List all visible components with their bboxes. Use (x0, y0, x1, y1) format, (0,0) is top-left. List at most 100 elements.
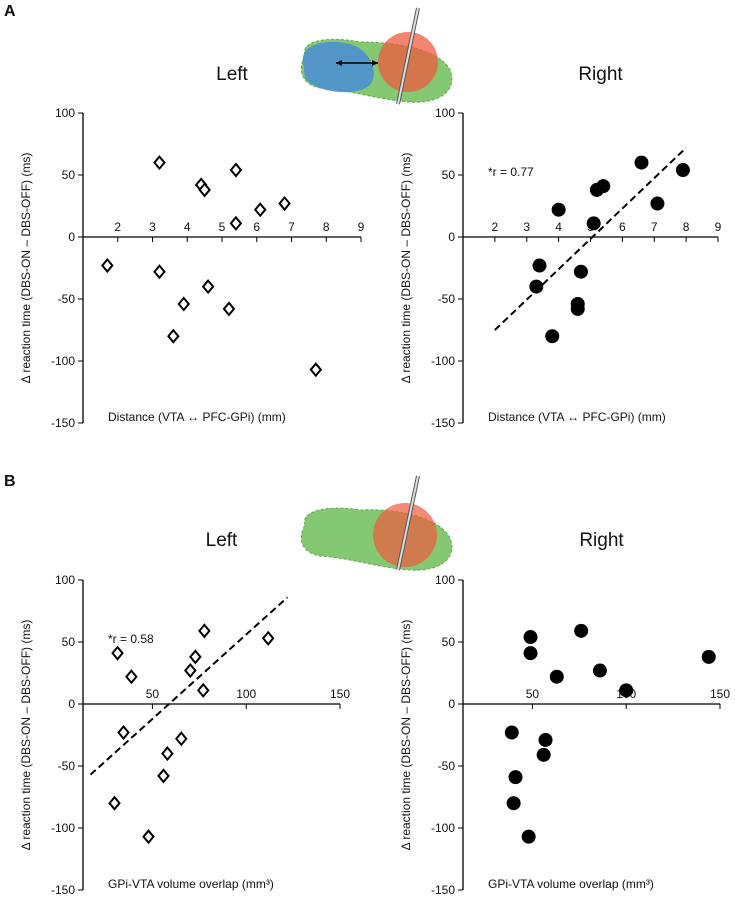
y-tick-label: 100 (435, 106, 455, 120)
y-tick-label: 100 (55, 573, 75, 587)
y-tick-label: -150 (431, 883, 455, 897)
annotation: *r = 0.58 (108, 632, 154, 646)
point (508, 770, 523, 785)
y-tick-label: -50 (438, 292, 456, 306)
x-tick-label: 3 (523, 220, 530, 234)
panel-label: B (4, 473, 16, 490)
x-tick-label: 2 (492, 220, 499, 234)
point (551, 202, 566, 217)
point (153, 264, 166, 280)
point (167, 328, 180, 344)
point (573, 264, 588, 279)
point (586, 216, 601, 231)
point (521, 829, 536, 844)
point (117, 724, 130, 741)
y-tick-label: -50 (58, 292, 76, 306)
y-tick-label: -50 (438, 759, 456, 773)
point (108, 795, 121, 811)
point (675, 163, 690, 178)
x-tick-label: 9 (715, 220, 722, 234)
point (545, 329, 560, 344)
point (229, 162, 243, 178)
x-tick-label: 50 (526, 687, 540, 701)
point (142, 829, 155, 845)
trend-line (89, 596, 289, 776)
point (161, 746, 174, 762)
point (253, 202, 267, 218)
y-tick-label: -150 (51, 416, 75, 430)
y-tick-label: 50 (62, 168, 76, 182)
x-tick-label: 4 (184, 220, 191, 234)
point (536, 747, 551, 762)
y-tick-label: 0 (68, 697, 75, 711)
point (189, 649, 202, 665)
y-axis-label: Δ reaction time (DBS-ON – DBS-OFF) (ms) (399, 620, 413, 851)
point (650, 196, 665, 211)
x-axis-label: GPi-VTA volume overlap (mm³) (108, 877, 274, 891)
y-tick-label: -100 (51, 354, 75, 368)
point (125, 669, 138, 685)
x-tick-label: 3 (149, 220, 156, 234)
point (506, 796, 521, 811)
point (222, 301, 236, 317)
x-tick-label: 7 (288, 220, 295, 234)
y-axis-label: Δ reaction time (DBS-ON – DBS-OFF) (ms) (19, 620, 33, 851)
y-tick-label: 0 (448, 230, 455, 244)
illustration (300, 475, 453, 571)
x-axis-label: GPi-VTA volume overlap (mm³) (488, 877, 654, 891)
point (157, 768, 170, 784)
y-tick-label: -150 (51, 883, 75, 897)
point (634, 155, 649, 170)
point (111, 645, 124, 661)
point (198, 623, 211, 639)
panel-label: A (4, 3, 16, 20)
y-tick-label: -50 (58, 759, 76, 773)
point (523, 630, 538, 645)
x-tick-label: 6 (253, 220, 260, 234)
x-tick-label: 8 (683, 220, 690, 234)
point (278, 195, 291, 212)
chart-title: Right (578, 64, 623, 85)
y-tick-label: 50 (442, 168, 456, 182)
y-tick-label: 50 (442, 635, 456, 649)
x-axis-label: Distance (VTA ↔ PFC-GPi) (mm) (488, 410, 666, 424)
point (592, 663, 607, 678)
point (309, 362, 323, 378)
x-tick-label: 150 (710, 687, 730, 701)
point (101, 257, 114, 274)
point (701, 649, 716, 664)
point (196, 682, 210, 698)
point (574, 623, 589, 638)
x-axis-label: Distance (VTA ↔ PFC-GPi) (mm) (108, 410, 286, 424)
x-tick-label: 4 (555, 220, 562, 234)
point (619, 683, 634, 698)
y-tick-label: 0 (448, 697, 455, 711)
chart-title: Left (206, 530, 238, 551)
y-tick-label: 0 (68, 230, 75, 244)
annotation: *r = 0.77 (488, 165, 534, 179)
point (174, 731, 188, 747)
point (570, 301, 585, 316)
x-tick-label: 9 (358, 220, 365, 234)
x-tick-label: 6 (619, 220, 626, 234)
y-axis-label: Δ reaction time (DBS-ON – DBS-OFF) (ms) (399, 153, 413, 384)
y-axis-label: Δ reaction time (DBS-ON – DBS-OFF) (ms) (19, 153, 33, 384)
y-tick-label: 100 (435, 573, 455, 587)
point (538, 732, 553, 747)
point (504, 725, 519, 740)
point (229, 215, 243, 231)
y-tick-label: -100 (431, 821, 455, 835)
x-tick-label: 50 (146, 687, 160, 701)
illustration (300, 7, 453, 105)
x-tick-label: 5 (219, 220, 226, 234)
y-tick-label: -150 (431, 416, 455, 430)
point (596, 179, 611, 194)
point (529, 279, 544, 294)
chart-title: Right (579, 530, 624, 551)
y-tick-label: 100 (55, 106, 75, 120)
x-tick-label: 150 (330, 687, 350, 701)
point (261, 630, 275, 646)
trend-line (494, 146, 687, 331)
y-tick-label: -100 (431, 354, 455, 368)
